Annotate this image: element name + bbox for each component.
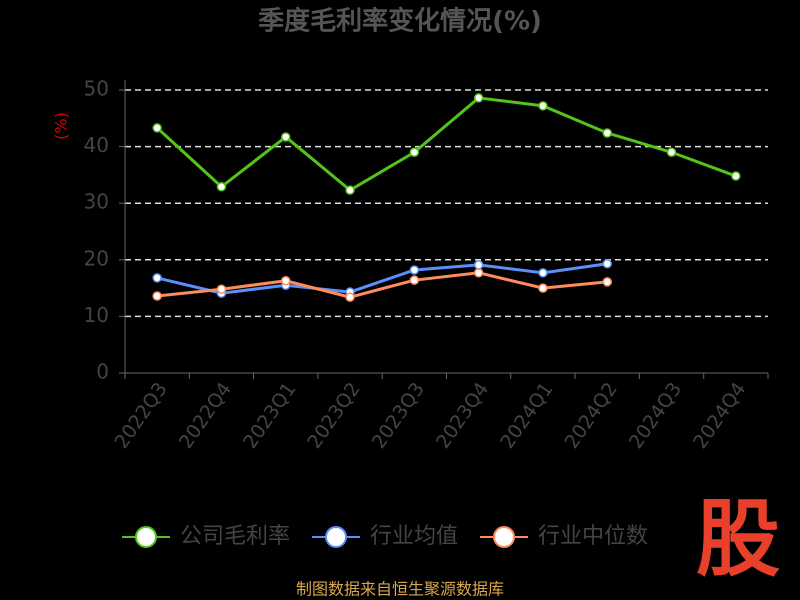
legend-label: 行业中位数 bbox=[538, 524, 648, 549]
y-tick-label: 20 bbox=[84, 246, 109, 270]
point bbox=[152, 273, 162, 283]
point bbox=[538, 268, 548, 278]
point bbox=[409, 275, 420, 285]
point bbox=[216, 284, 227, 294]
point bbox=[473, 268, 484, 278]
point bbox=[345, 292, 355, 302]
y-tick-label: 10 bbox=[84, 303, 109, 327]
point bbox=[152, 123, 162, 133]
y-tick-label: 40 bbox=[84, 133, 109, 157]
series-line bbox=[156, 262, 608, 295]
point bbox=[731, 171, 741, 181]
point bbox=[602, 128, 612, 138]
point bbox=[409, 147, 420, 158]
logo: 股 bbox=[696, 490, 780, 588]
point bbox=[602, 259, 612, 269]
point bbox=[216, 182, 227, 192]
legend-label: 公司毛利率 bbox=[180, 524, 290, 549]
point bbox=[538, 283, 548, 293]
point bbox=[473, 93, 484, 103]
legend-label: 行业均值 bbox=[370, 524, 458, 549]
point bbox=[602, 277, 612, 287]
legend-marker bbox=[325, 526, 348, 548]
point bbox=[281, 132, 291, 142]
point bbox=[538, 101, 548, 111]
legend-marker bbox=[135, 526, 157, 548]
point bbox=[345, 185, 355, 195]
point bbox=[409, 265, 420, 275]
series-line bbox=[156, 271, 608, 299]
y-tick-label: 0 bbox=[96, 360, 109, 384]
point bbox=[473, 260, 484, 270]
y-axis-label: (%) bbox=[52, 112, 71, 140]
chart-title: 季度毛利率变化情况(%) bbox=[258, 6, 542, 37]
source: 制图数据来自恒生聚源数据库 bbox=[296, 580, 504, 599]
y-tick-label: 50 bbox=[84, 77, 109, 101]
point bbox=[666, 147, 677, 158]
point bbox=[281, 275, 291, 286]
series-line bbox=[156, 96, 737, 193]
point bbox=[152, 291, 162, 301]
y-tick-label: 30 bbox=[84, 190, 109, 214]
legend-marker bbox=[493, 526, 516, 548]
